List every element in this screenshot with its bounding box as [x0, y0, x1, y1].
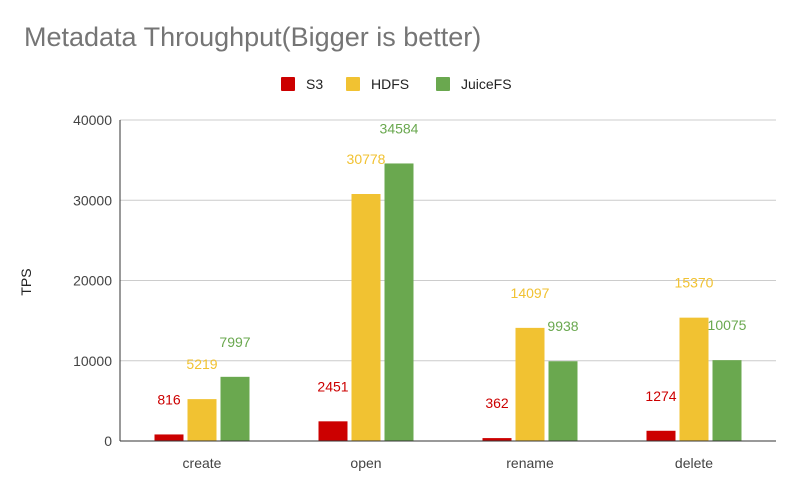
bar-s3-delete: [646, 430, 676, 441]
legend-swatch: [281, 77, 295, 91]
bar-s3-create: [154, 434, 184, 441]
y-tick-label: 10000: [73, 353, 112, 369]
data-label-s3-open: 2451: [317, 378, 348, 394]
data-label-hdfs-delete: 15370: [675, 275, 714, 291]
bar-juicefs-open: [384, 163, 414, 442]
bar-juicefs-delete: [712, 360, 742, 441]
bar-hdfs-delete: [679, 317, 709, 441]
legend-item-hdfs: HDFS: [346, 72, 409, 96]
bar-hdfs-create: [187, 399, 217, 441]
x-tick-label-rename: rename: [506, 455, 554, 471]
bar-s3-open: [318, 421, 348, 441]
data-label-s3-rename: 362: [485, 395, 509, 411]
y-tick-label: 30000: [73, 192, 112, 208]
x-tick-label-create: create: [183, 455, 222, 471]
data-label-s3-delete: 1274: [645, 388, 676, 404]
legend-swatch: [346, 77, 360, 91]
data-label-juicefs-open: 34584: [380, 120, 419, 136]
bar-s3-rename: [482, 438, 512, 441]
chart-title: Metadata Throughput(Bigger is better): [24, 22, 482, 52]
x-tick-label-delete: delete: [675, 455, 713, 471]
legend-label: S3: [306, 76, 324, 92]
x-tick-label-open: open: [350, 455, 381, 471]
data-label-s3-create: 816: [157, 391, 181, 407]
y-tick-label: 20000: [73, 273, 112, 289]
y-tick-label: 40000: [73, 112, 112, 128]
data-label-hdfs-rename: 14097: [511, 285, 550, 301]
y-tick-label: 0: [104, 433, 112, 449]
legend-swatch: [436, 77, 450, 91]
data-label-juicefs-create: 7997: [219, 334, 250, 350]
bar-juicefs-create: [220, 376, 250, 441]
data-label-juicefs-delete: 10075: [708, 317, 747, 333]
legend-item-s3: S3: [281, 72, 323, 96]
bar-hdfs-open: [351, 194, 381, 441]
bar-juicefs-rename: [548, 361, 578, 441]
data-label-hdfs-create: 5219: [186, 356, 217, 372]
legend-label: HDFS: [371, 76, 410, 92]
bar-hdfs-rename: [515, 327, 545, 441]
data-label-hdfs-open: 30778: [347, 151, 386, 167]
data-label-juicefs-rename: 9938: [547, 318, 578, 334]
chart-legend: S3 HDFS JuiceFS: [0, 72, 800, 96]
legend-item-juicefs: JuiceFS: [436, 72, 512, 96]
legend-label: JuiceFS: [461, 76, 512, 92]
